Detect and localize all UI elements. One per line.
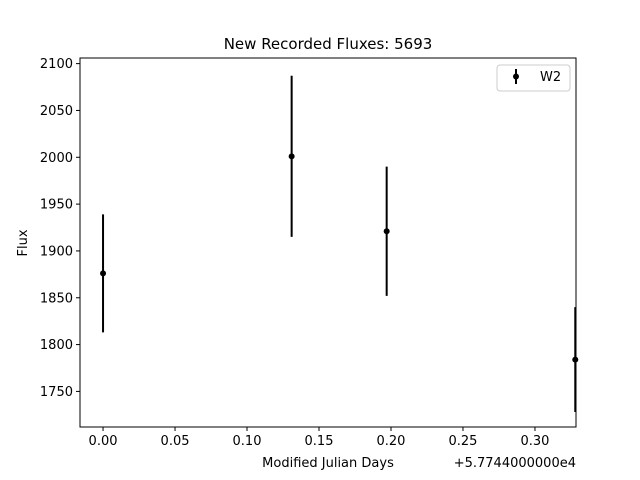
y-tick-label: 2050 [40, 104, 73, 119]
x-axis-label: Modified Julian Days [262, 456, 394, 471]
chart-title: New Recorded Fluxes: 5693 [224, 35, 433, 53]
x-axis-offset-label: +5.7744000000e4 [454, 456, 576, 471]
y-tick-label: 1850 [40, 291, 73, 306]
x-tick-label: 0.10 [233, 434, 262, 449]
plot-area [79, 57, 577, 428]
legend-marker-point [513, 73, 519, 80]
series-w2 [100, 75, 579, 413]
x-tick-label: 0.00 [89, 434, 118, 449]
x-tick-label: 0.30 [520, 434, 549, 449]
y-axis-label: Flux [16, 229, 31, 256]
y-axis: 1750 1800 1850 1900 1950 2000 2050 2100 [40, 57, 80, 400]
legend-label: W2 [540, 70, 561, 85]
data-point [572, 356, 579, 363]
plot-frame [79, 57, 577, 428]
x-tick-label: 0.25 [449, 434, 478, 449]
y-tick-label: 1900 [40, 244, 73, 259]
data-point [288, 153, 295, 160]
y-tick-label: 2000 [40, 151, 73, 166]
x-tick-label: 0.20 [377, 434, 406, 449]
y-tick-label: 1950 [40, 198, 73, 213]
x-tick-label: 0.15 [305, 434, 334, 449]
x-axis: 0.00 0.05 0.10 0.15 0.20 0.25 0.30 [89, 427, 549, 449]
y-tick-label: 1750 [40, 385, 73, 400]
y-tick-label: 2100 [40, 57, 73, 72]
x-tick-label: 0.05 [161, 434, 190, 449]
data-point [100, 270, 107, 277]
data-point [383, 228, 390, 235]
legend: W2 [496, 64, 571, 92]
y-tick-label: 1800 [40, 338, 73, 353]
